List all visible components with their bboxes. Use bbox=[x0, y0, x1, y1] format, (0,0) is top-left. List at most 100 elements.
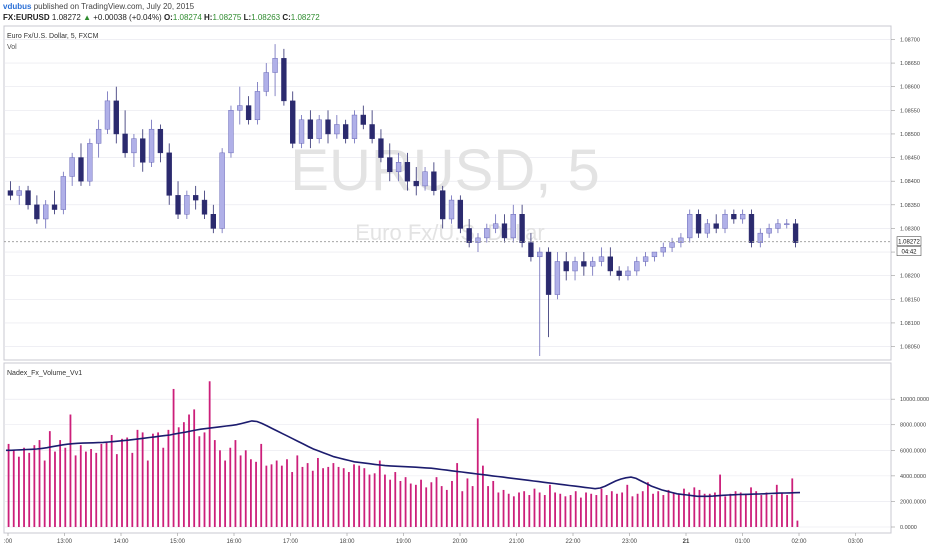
volume-bar[interactable] bbox=[33, 445, 36, 527]
candle-body[interactable] bbox=[104, 100, 111, 130]
volume-bar[interactable] bbox=[574, 491, 577, 527]
candle-body[interactable] bbox=[581, 261, 587, 267]
volume-bar[interactable] bbox=[136, 429, 139, 527]
volume-bar[interactable] bbox=[198, 436, 201, 527]
volume-bar[interactable] bbox=[224, 460, 227, 527]
candle-body[interactable] bbox=[219, 152, 225, 229]
volume-bar[interactable] bbox=[616, 493, 618, 527]
volume-bar[interactable] bbox=[378, 460, 381, 527]
candle-body[interactable] bbox=[713, 223, 719, 229]
volume-bar[interactable] bbox=[590, 493, 593, 527]
candle-body[interactable] bbox=[660, 247, 666, 253]
volume-bar[interactable] bbox=[739, 492, 742, 527]
volume-bar[interactable] bbox=[7, 443, 10, 527]
volume-bar[interactable] bbox=[631, 496, 634, 527]
volume-bar[interactable] bbox=[744, 493, 747, 527]
volume-bar[interactable] bbox=[213, 440, 216, 527]
volume-bar[interactable] bbox=[796, 520, 799, 527]
volume-bar[interactable] bbox=[456, 463, 459, 527]
candle-body[interactable] bbox=[792, 223, 799, 243]
volume-bar[interactable] bbox=[74, 455, 77, 527]
candle-body[interactable] bbox=[228, 110, 234, 154]
volume-bar[interactable] bbox=[636, 493, 639, 527]
candle-body[interactable] bbox=[51, 204, 58, 210]
volume-bar[interactable] bbox=[95, 452, 98, 527]
volume-bar[interactable] bbox=[275, 460, 278, 527]
volume-bar[interactable] bbox=[12, 450, 15, 527]
volume-bar[interactable] bbox=[440, 486, 443, 527]
candle-body[interactable] bbox=[590, 261, 596, 267]
volume-bar[interactable] bbox=[100, 443, 103, 527]
candle-body[interactable] bbox=[290, 100, 296, 144]
candle-body[interactable] bbox=[669, 242, 675, 248]
candle-body[interactable] bbox=[316, 119, 322, 139]
volume-bar[interactable] bbox=[569, 495, 572, 527]
volume-bar[interactable] bbox=[157, 432, 159, 527]
volume-bar[interactable] bbox=[538, 492, 541, 527]
volume-bar[interactable] bbox=[250, 459, 252, 527]
volume-bar[interactable] bbox=[105, 442, 108, 527]
candle-body[interactable] bbox=[43, 204, 49, 220]
candle-body[interactable] bbox=[695, 214, 702, 234]
candle-body[interactable] bbox=[766, 228, 772, 234]
candle-body[interactable] bbox=[78, 157, 84, 182]
volume-bar[interactable] bbox=[229, 447, 232, 527]
candle-body[interactable] bbox=[325, 119, 331, 135]
volume-bar[interactable] bbox=[621, 492, 624, 527]
volume-bar[interactable] bbox=[647, 482, 649, 527]
volume-bar[interactable] bbox=[121, 438, 123, 527]
volume-bar[interactable] bbox=[667, 489, 670, 527]
candle-body[interactable] bbox=[537, 251, 543, 258]
candle-body[interactable] bbox=[757, 232, 763, 243]
candle-body[interactable] bbox=[281, 58, 287, 102]
candle-body[interactable] bbox=[378, 138, 384, 158]
candle-body[interactable] bbox=[113, 100, 119, 135]
volume-bar[interactable] bbox=[724, 496, 727, 527]
candle-body[interactable] bbox=[140, 138, 146, 163]
volume-bar[interactable] bbox=[518, 492, 520, 527]
volume-bar[interactable] bbox=[750, 487, 752, 527]
volume-bar[interactable] bbox=[492, 480, 495, 527]
volume-bar[interactable] bbox=[755, 491, 758, 527]
candle-body[interactable] bbox=[440, 190, 446, 220]
candle-body[interactable] bbox=[731, 214, 737, 220]
candle-body[interactable] bbox=[25, 190, 31, 206]
volume-bar[interactable] bbox=[497, 492, 500, 527]
volume-bar[interactable] bbox=[487, 486, 489, 527]
volume-bar[interactable] bbox=[219, 450, 221, 527]
candle-body[interactable] bbox=[254, 91, 261, 121]
volume-bar[interactable] bbox=[296, 455, 299, 527]
candle-body[interactable] bbox=[572, 261, 578, 272]
candle-body[interactable] bbox=[598, 256, 605, 262]
candle-body[interactable] bbox=[722, 214, 728, 229]
volume-bar[interactable] bbox=[425, 487, 428, 527]
candle-body[interactable] bbox=[466, 228, 472, 243]
candle-body[interactable] bbox=[272, 58, 278, 73]
volume-bar[interactable] bbox=[115, 454, 118, 527]
candle-body[interactable] bbox=[704, 223, 711, 234]
candle-body[interactable] bbox=[554, 261, 561, 295]
volume-bar[interactable] bbox=[167, 429, 170, 527]
volume-bar[interactable] bbox=[363, 468, 366, 527]
volume-bar[interactable] bbox=[610, 491, 613, 527]
volume-bar[interactable] bbox=[54, 451, 56, 527]
candle-body[interactable] bbox=[342, 124, 349, 139]
volume-bar[interactable] bbox=[265, 465, 268, 527]
volume-bar[interactable] bbox=[662, 495, 665, 527]
volume-bar[interactable] bbox=[332, 463, 335, 527]
volume-bar[interactable] bbox=[420, 479, 422, 527]
candle-body[interactable] bbox=[210, 214, 216, 229]
volume-bar[interactable] bbox=[306, 463, 309, 527]
candle-body[interactable] bbox=[184, 195, 190, 215]
candle-body[interactable] bbox=[678, 237, 684, 243]
candle-body[interactable] bbox=[775, 223, 781, 229]
volume-bar[interactable] bbox=[512, 496, 515, 527]
candle-body[interactable] bbox=[501, 223, 508, 239]
volume-bar[interactable] bbox=[729, 493, 732, 527]
candle-body[interactable] bbox=[7, 190, 14, 196]
volume-bar[interactable] bbox=[131, 452, 134, 527]
volume-bar[interactable] bbox=[579, 497, 582, 527]
volume-bar[interactable] bbox=[141, 432, 144, 527]
candle-body[interactable] bbox=[369, 124, 375, 139]
